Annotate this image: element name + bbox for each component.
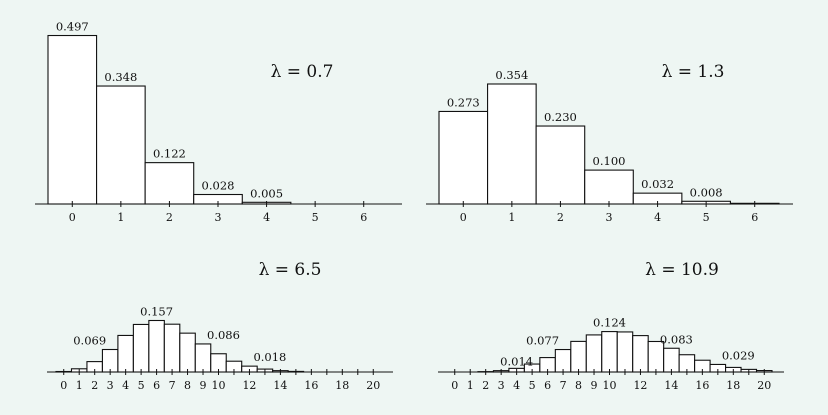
bar-0 — [439, 111, 488, 204]
data-label-2: 0.122 — [153, 147, 186, 161]
tick-label-7: 7 — [169, 379, 176, 392]
tick-label-12: 12 — [242, 379, 256, 392]
data-label-10: 0.124 — [593, 316, 626, 330]
data-label-1: 0.348 — [104, 70, 137, 84]
tick-label-1: 1 — [508, 211, 515, 224]
tick-label-3: 3 — [498, 379, 505, 392]
bar-10 — [602, 332, 617, 372]
tick-label-4: 4 — [122, 379, 129, 392]
tick-label-16: 16 — [304, 379, 318, 392]
tick-label-4: 4 — [263, 211, 270, 224]
bar-6 — [149, 320, 164, 372]
data-label-3: 0.100 — [593, 154, 626, 168]
tick-label-6: 6 — [751, 211, 758, 224]
tick-label-2: 2 — [557, 211, 564, 224]
tick-label-20: 20 — [757, 379, 771, 392]
tick-label-2: 2 — [166, 211, 173, 224]
tick-label-4: 4 — [654, 211, 661, 224]
tick-label-2: 2 — [91, 379, 98, 392]
bar-14 — [664, 348, 679, 372]
tick-label-6: 6 — [360, 211, 367, 224]
tick-label-10: 10 — [212, 379, 226, 392]
tick-label-2: 2 — [482, 379, 489, 392]
tick-label-4: 4 — [513, 379, 520, 392]
tick-label-0: 0 — [460, 211, 467, 224]
data-label-0: 0.273 — [447, 95, 480, 109]
tick-label-5: 5 — [138, 379, 145, 392]
data-label-12: 0.018 — [253, 350, 286, 364]
data-label-9: 0.086 — [207, 328, 240, 342]
tick-label-18: 18 — [335, 379, 349, 392]
bar-4 — [118, 335, 133, 372]
lambda-title: λ = 1.3 — [662, 62, 725, 82]
bar-8 — [571, 341, 586, 372]
data-label-7: 0.077 — [526, 334, 559, 348]
tick-label-8: 8 — [575, 379, 582, 392]
tick-label-10: 10 — [603, 379, 617, 392]
tick-label-18: 18 — [726, 379, 740, 392]
tick-label-5: 5 — [529, 379, 536, 392]
data-label-2: 0.230 — [544, 110, 577, 124]
tick-label-3: 3 — [107, 379, 114, 392]
tick-label-5: 5 — [312, 211, 319, 224]
data-label-17: 0.029 — [722, 348, 755, 362]
tick-label-0: 0 — [60, 379, 67, 392]
tick-label-14: 14 — [273, 379, 287, 392]
tick-label-3: 3 — [606, 211, 613, 224]
data-label-4: 0.005 — [250, 186, 283, 200]
bar-5 — [133, 324, 148, 372]
bar-3 — [585, 170, 634, 204]
tick-label-1: 1 — [467, 379, 474, 392]
bar-7 — [164, 324, 179, 372]
data-label-4: 0.032 — [641, 177, 674, 191]
tick-label-12: 12 — [633, 379, 647, 392]
tick-label-8: 8 — [184, 379, 191, 392]
bar-7 — [555, 350, 570, 372]
lambda-title: λ = 6.5 — [259, 260, 322, 280]
data-label-6: 0.157 — [140, 304, 173, 318]
bar-2 — [536, 126, 585, 204]
data-label-3: 0.069 — [73, 334, 106, 348]
bar-12 — [633, 336, 648, 372]
bar-9 — [195, 344, 210, 372]
bar-2 — [145, 163, 194, 204]
tick-label-0: 0 — [69, 211, 76, 224]
tick-label-1: 1 — [117, 211, 124, 224]
tick-label-9: 9 — [591, 379, 598, 392]
data-label-1: 0.354 — [495, 68, 528, 82]
data-label-3: 0.014 — [500, 355, 533, 369]
tick-label-20: 20 — [366, 379, 380, 392]
bar-1 — [97, 86, 146, 204]
tick-label-3: 3 — [215, 211, 222, 224]
panel-2: 0 1 2 3 4 5 6 0.273 0.354 0.230 0.100 0.032 0.008 λ =… — [426, 62, 793, 224]
tick-label-6: 6 — [544, 379, 551, 392]
tick-label-14: 14 — [664, 379, 678, 392]
panel-1: 0 1 2 3 4 5 6 0.497 0.348 0.122 0.028 0.005 λ = 0.7 — [35, 20, 402, 224]
bar-9 — [586, 335, 601, 372]
lambda-title: λ = 0.7 — [271, 62, 334, 82]
tick-label-5: 5 — [703, 211, 710, 224]
data-label-0: 0.497 — [56, 20, 89, 34]
tick-label-6: 6 — [153, 379, 160, 392]
tick-label-1: 1 — [76, 379, 83, 392]
data-label-5: 0.008 — [690, 185, 723, 199]
tick-label-16: 16 — [695, 379, 709, 392]
tick-label-0: 0 — [451, 379, 458, 392]
data-label-14: 0.083 — [660, 332, 693, 346]
bar-0 — [48, 36, 97, 204]
tick-label-9: 9 — [200, 379, 207, 392]
bar-8 — [180, 333, 195, 372]
bar-1 — [488, 84, 537, 204]
bar-3 — [102, 350, 117, 372]
lambda-title: λ = 10.9 — [645, 260, 719, 280]
bar-11 — [617, 332, 632, 372]
tick-label-7: 7 — [560, 379, 567, 392]
data-label-3: 0.028 — [202, 179, 235, 193]
